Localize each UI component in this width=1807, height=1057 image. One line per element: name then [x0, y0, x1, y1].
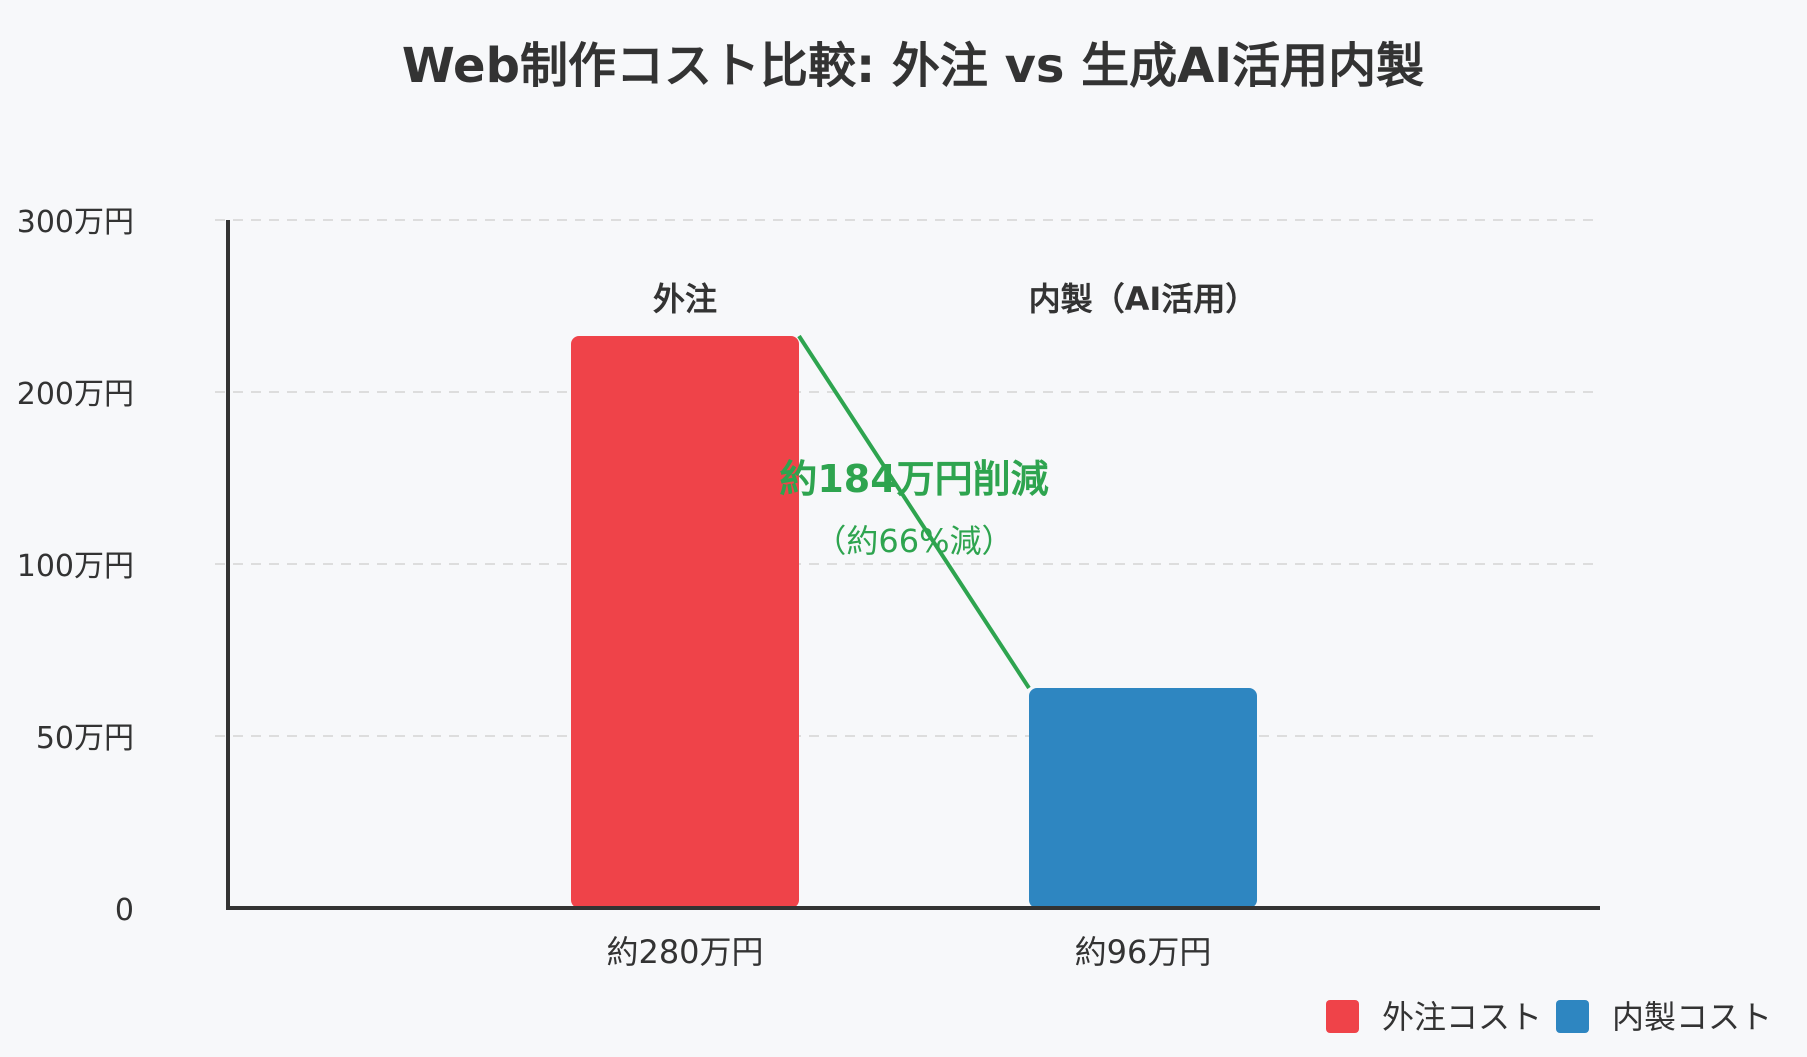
reduction-annotation: 約184万円削減 （約66%減） — [779, 334, 1049, 690]
chart-title: Web制作コスト比較: 外注 vs 生成AI活用内製 — [402, 38, 1424, 94]
y-tick-label: 100万円 — [17, 549, 134, 584]
legend: 外注コスト 内製コスト — [1326, 998, 1772, 1036]
legend-label: 外注コスト — [1382, 998, 1542, 1036]
reduction-percent-label: （約66%減） — [814, 522, 1013, 560]
legend-swatch — [1326, 1000, 1359, 1033]
bars — [571, 336, 1257, 908]
gridlines — [215, 219, 1600, 737]
category-label: 外注 — [653, 280, 717, 318]
legend-swatch — [1556, 1000, 1589, 1033]
bar-inhouse — [1029, 688, 1257, 908]
reduction-amount-label: 約184万円削減 — [779, 457, 1048, 501]
legend-label: 内製コスト — [1612, 998, 1772, 1036]
y-tick-label: 300万円 — [17, 205, 134, 240]
axes — [226, 220, 1600, 910]
category-labels: 外注 内製（AI活用） 約280万円 約96万円 — [606, 280, 1257, 971]
bar-outsourcing — [571, 336, 799, 908]
category-label: 内製（AI活用） — [1029, 280, 1258, 318]
y-tick-label: 200万円 — [17, 377, 134, 412]
value-label: 約280万円 — [606, 933, 763, 971]
reduction-line — [797, 334, 1031, 690]
y-axis-ticks: 0 50万円 100万円 200万円 300万円 — [17, 205, 134, 928]
y-tick-label: 0 — [115, 893, 134, 928]
y-tick-label: 50万円 — [36, 721, 134, 756]
value-label: 約96万円 — [1075, 933, 1212, 971]
